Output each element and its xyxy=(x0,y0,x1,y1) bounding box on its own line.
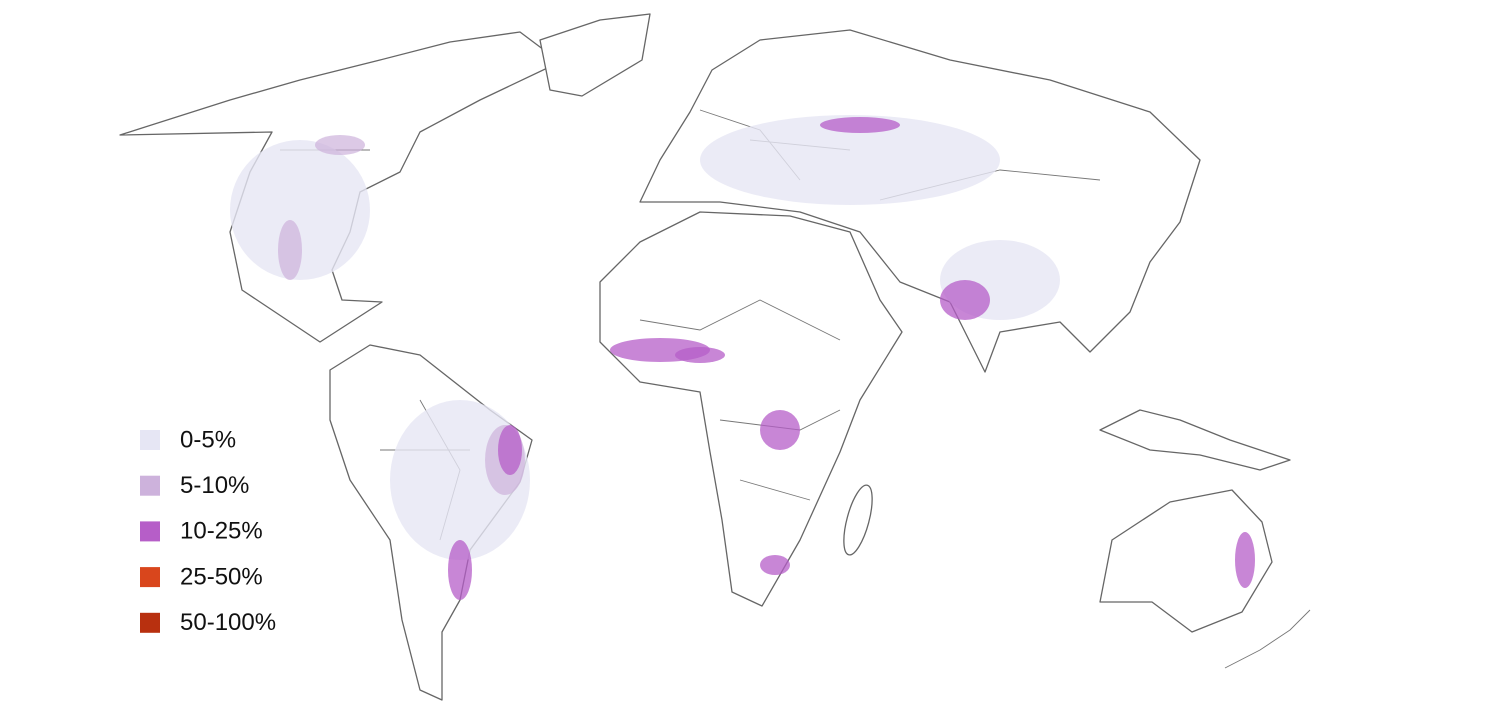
legend: 0-5% 5-10% 10-25% 25-50% 50-100% xyxy=(140,426,276,636)
legend-label: 50-100% xyxy=(180,609,276,636)
new-zealand xyxy=(1224,609,1311,669)
legend-label: 0-5% xyxy=(180,426,236,453)
madagascar xyxy=(843,484,873,556)
legend-label: 25-50% xyxy=(180,563,263,590)
eurasia xyxy=(639,29,1201,373)
legend-label: 10-25% xyxy=(180,518,263,545)
legend-swatch xyxy=(140,475,160,496)
legend-swatch xyxy=(140,521,160,542)
africa xyxy=(599,211,903,607)
indonesia xyxy=(1099,409,1291,471)
legend-label: 5-10% xyxy=(180,472,249,499)
cropland xyxy=(230,115,1255,600)
legend-swatch xyxy=(140,612,160,633)
legend-swatch xyxy=(140,430,160,450)
legend-swatch xyxy=(140,567,160,588)
australia xyxy=(1099,489,1273,633)
greenland xyxy=(539,13,651,97)
